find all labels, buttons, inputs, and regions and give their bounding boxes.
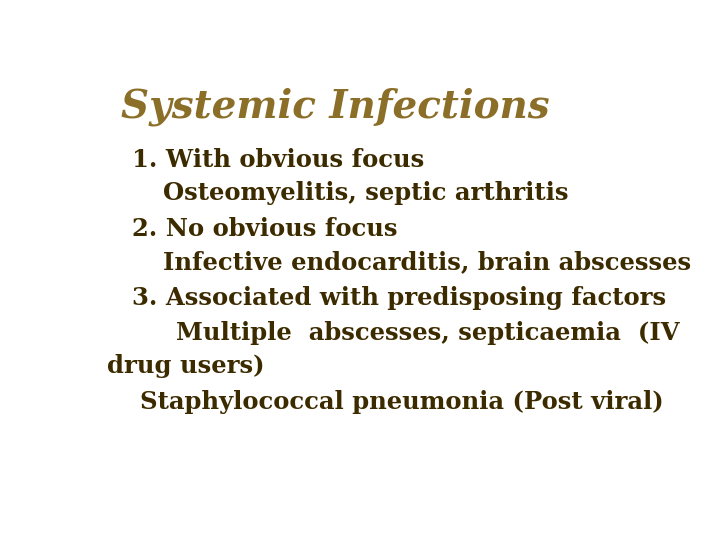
Text: 1. With obvious focus: 1. With obvious focus xyxy=(132,148,424,172)
Text: Staphylococcal pneumonia (Post viral): Staphylococcal pneumonia (Post viral) xyxy=(140,390,664,414)
Text: Multiple  abscesses, septicaemia  (IV: Multiple abscesses, septicaemia (IV xyxy=(176,321,680,345)
Text: Infective endocarditis, brain abscesses: Infective endocarditis, brain abscesses xyxy=(163,250,690,274)
Text: 2. No obvious focus: 2. No obvious focus xyxy=(132,217,397,240)
Text: 3. Associated with predisposing factors: 3. Associated with predisposing factors xyxy=(132,286,666,310)
Text: Systemic Infections: Systemic Infections xyxy=(121,87,549,126)
Text: drug users): drug users) xyxy=(107,354,264,378)
Text: Osteomyelitis, septic arthritis: Osteomyelitis, septic arthritis xyxy=(163,181,568,205)
